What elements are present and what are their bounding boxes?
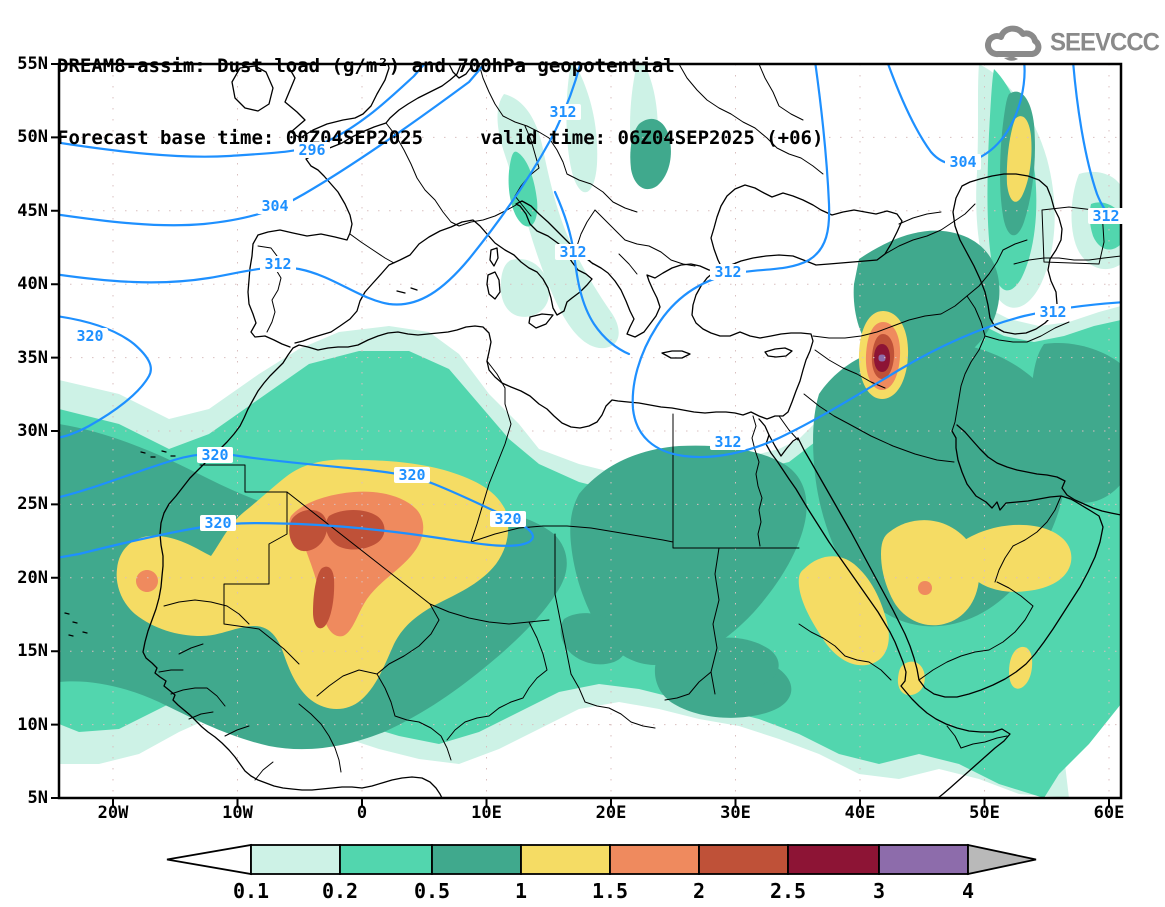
contour-value-label: 304 <box>945 154 981 170</box>
lon-axis-label: 30E <box>701 803 771 823</box>
colorbar-label: 0.2 <box>322 879 358 903</box>
lon-axis-label: 0 <box>327 803 397 823</box>
lon-axis-label: 60E <box>1074 803 1144 823</box>
colorbar-label: 3 <box>873 879 885 903</box>
contour-value-label: 312 <box>710 434 746 450</box>
lat-axis-label: 30N <box>0 421 48 441</box>
map-title: DREAM8-assim: Dust load (g/m²) and 700hP… <box>57 54 823 78</box>
contour-value-label: 320 <box>200 515 236 531</box>
colorbar-label: 1.5 <box>592 879 628 903</box>
colorbar-label: 2 <box>693 879 705 903</box>
contour-value-label: 312 <box>1035 304 1071 320</box>
colorbar-segment <box>788 845 879 874</box>
colorbar-label: 1 <box>515 879 527 903</box>
lat-axis-label: 5N <box>0 788 48 808</box>
lat-axis-label: 15N <box>0 641 48 661</box>
colorbar-label: 2.5 <box>770 879 806 903</box>
cloud-icon <box>984 18 1046 68</box>
colorbar: 0.1 0.2 0.5 1 1.5 2 2.5 3 4 <box>167 845 1036 903</box>
lat-axis-label: 55N <box>0 54 48 74</box>
lat-axis-label: 25N <box>0 494 48 514</box>
contour-value-label: 304 <box>257 198 293 214</box>
colorbar-segment <box>432 845 521 874</box>
lat-axis-label: 10N <box>0 715 48 735</box>
seevccc-logo: SEEVCCC <box>984 18 1159 68</box>
colorbar-above-max-arrow <box>968 845 1036 874</box>
lat-axis-label: 45N <box>0 201 48 221</box>
contour-value-label: 312 <box>710 264 746 280</box>
lon-axis-label: 20W <box>78 803 148 823</box>
contour-value-label: 320 <box>394 467 430 483</box>
colorbar-segment <box>340 845 432 874</box>
contour-value-label: 320 <box>197 447 233 463</box>
colorbar-label: 0.5 <box>414 879 450 903</box>
contour-value-label: 320 <box>490 511 526 527</box>
colorbar-segment <box>610 845 699 874</box>
title-block: DREAM8-assim: Dust load (g/m²) and 700hP… <box>57 6 823 198</box>
colorbar-segment <box>879 845 968 874</box>
contour-value-label: 296 <box>294 142 330 158</box>
colorbar-label: 4 <box>962 879 974 903</box>
map-subtitle: Forecast base time: 00Z04SEP2025 valid t… <box>57 126 823 150</box>
lon-axis-label: 50E <box>950 803 1020 823</box>
lat-axis-label: 35N <box>0 348 48 368</box>
lat-axis-label: 50N <box>0 127 48 147</box>
lon-axis-label: 10E <box>452 803 522 823</box>
contour-value-label: 312 <box>260 256 296 272</box>
lat-axis-label: 40N <box>0 274 48 294</box>
colorbar-label: 0.1 <box>233 879 269 903</box>
contour-value-label: 320 <box>72 328 108 344</box>
lon-axis-label: 20E <box>576 803 646 823</box>
colorbar-segment <box>521 845 610 874</box>
logo-text: SEEVCCC <box>1050 28 1159 57</box>
lon-axis-label: 40E <box>825 803 895 823</box>
lat-axis-label: 20N <box>0 568 48 588</box>
lon-axis-label: 10W <box>203 803 273 823</box>
contour-value-label: 312 <box>545 104 581 120</box>
contour-value-label: 312 <box>1088 208 1124 224</box>
contour-value-label: 312 <box>555 244 591 260</box>
colorbar-segment <box>699 845 788 874</box>
dust-forecast-page: 0.1 0.2 0.5 1 1.5 2 2.5 3 4 DREAM8-assim: Dust l… <box>0 0 1165 907</box>
colorbar-segment <box>251 845 340 874</box>
colorbar-below-min-arrow <box>167 845 251 874</box>
